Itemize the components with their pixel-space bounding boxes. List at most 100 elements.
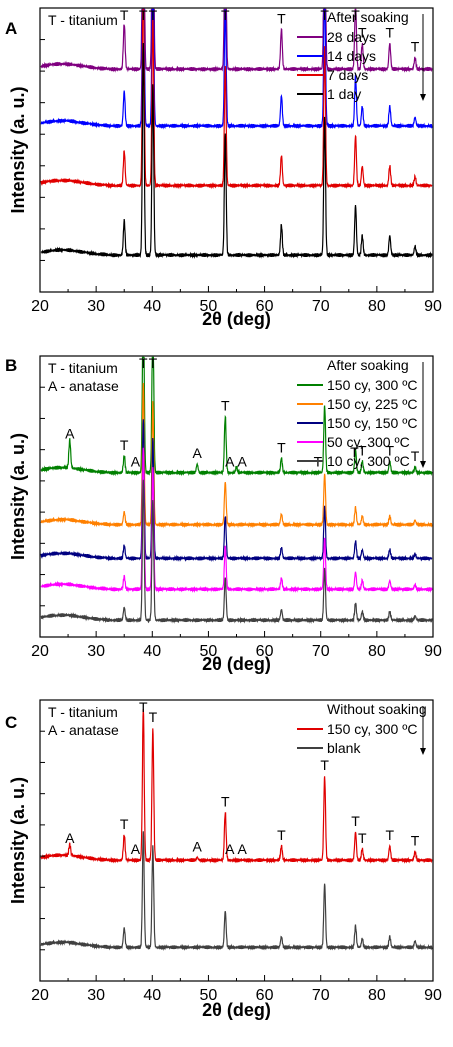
peak-label: T — [277, 10, 286, 26]
y-axis-title: Intensity (a. u.) — [8, 777, 28, 904]
peak-label: T — [120, 816, 129, 832]
legend-entry: 150 cy, 150 ºC — [327, 415, 417, 431]
peak-label: T — [351, 7, 360, 23]
peak-label: T — [411, 833, 420, 849]
x-tick-label: 80 — [368, 643, 386, 660]
x-tick-label: 30 — [87, 987, 105, 1004]
x-tick-label: 60 — [256, 298, 274, 315]
peak-label: T — [277, 827, 286, 843]
peak-label: A — [131, 454, 141, 470]
panel-letter: B — [5, 356, 17, 375]
legend-note: A - anatase — [48, 722, 119, 738]
legend-note: A - anatase — [48, 378, 119, 394]
peak-label: T — [149, 7, 158, 23]
x-tick-label: 80 — [368, 987, 386, 1004]
peak-label: T — [221, 7, 230, 23]
x-tick-label: 50 — [200, 987, 218, 1004]
legend-entry: 50 cy, 300 ºC — [327, 434, 410, 450]
series-line — [40, 479, 433, 624]
y-axis-title: Intensity (a. u.) — [8, 86, 28, 213]
peak-label: T — [139, 699, 148, 715]
peak-label: T — [411, 39, 420, 55]
peak-label: T — [385, 25, 394, 41]
legend-entry: blank — [327, 740, 361, 756]
x-tick-label: 90 — [424, 643, 442, 660]
series-line — [40, 709, 433, 864]
peak-label: T — [277, 440, 286, 456]
series-line — [40, 447, 433, 594]
legend-title: After soaking — [327, 357, 409, 373]
peak-label: T — [385, 442, 394, 458]
peak-label: A — [65, 830, 75, 846]
peak-label: A — [237, 454, 247, 470]
peak-label: T — [320, 7, 329, 23]
peak-label: T — [139, 7, 148, 23]
peak-label: T — [120, 7, 129, 23]
legend-note: T - titanium — [48, 12, 118, 28]
x-tick-label: 20 — [31, 298, 49, 315]
x-tick-label: 30 — [87, 298, 105, 315]
peak-label: A — [193, 838, 203, 854]
series-line — [40, 831, 433, 952]
legend-arrow-head — [420, 748, 426, 755]
panel-b: BATATTATAATTTTTT20304050607080902θ (deg)… — [5, 355, 442, 674]
peak-label: A — [65, 426, 75, 442]
peak-label: T — [149, 709, 158, 725]
x-tick-label: 60 — [256, 987, 274, 1004]
peak-label: T — [221, 397, 230, 413]
legend-entry: 150 cy, 300 ºC — [327, 377, 417, 393]
series-line — [40, 42, 433, 259]
legend-entry: 150 cy, 300 ºC — [327, 721, 417, 737]
legend-entry: 150 cy, 225 ºC — [327, 396, 417, 412]
x-tick-label: 70 — [312, 987, 330, 1004]
peak-label: A — [225, 454, 235, 470]
x-tick-label: 40 — [143, 298, 161, 315]
series-line — [40, 419, 433, 563]
peak-label: A — [237, 841, 247, 857]
x-tick-label: 60 — [256, 643, 274, 660]
peak-label: T — [358, 442, 367, 458]
legend-title: After soaking — [327, 9, 409, 25]
x-tick-label: 40 — [143, 987, 161, 1004]
peak-label: T — [139, 355, 148, 371]
peak-label: T — [358, 830, 367, 846]
peak-label: A — [193, 445, 203, 461]
x-tick-label: 90 — [424, 987, 442, 1004]
x-tick-label: 70 — [312, 643, 330, 660]
series-line — [40, 8, 433, 190]
x-tick-label: 40 — [143, 643, 161, 660]
panel-letter: A — [5, 19, 17, 38]
peak-label: A — [131, 841, 141, 857]
x-tick-label: 20 — [31, 987, 49, 1004]
legend-title: Without soaking — [327, 701, 427, 717]
peak-label: T — [358, 25, 367, 41]
peak-label: T — [120, 437, 129, 453]
panel-letter: C — [5, 713, 17, 732]
peak-label: T — [350, 444, 359, 460]
peak-label: T — [385, 827, 394, 843]
x-tick-label: 80 — [368, 298, 386, 315]
peak-label: T — [149, 355, 158, 371]
x-tick-label: 20 — [31, 643, 49, 660]
series-line — [40, 356, 433, 477]
legend-arrow-head — [420, 461, 426, 468]
peak-label: T — [351, 813, 360, 829]
x-tick-label: 50 — [200, 298, 218, 315]
x-axis-title: 2θ (deg) — [202, 1000, 271, 1020]
y-axis-title: Intensity (a. u.) — [8, 433, 28, 560]
x-axis-title: 2θ (deg) — [202, 309, 271, 329]
legend-entry: 7 days — [327, 67, 368, 83]
x-tick-label: 90 — [424, 298, 442, 315]
x-axis-title: 2θ (deg) — [202, 654, 271, 674]
legend-entry: 28 days — [327, 29, 376, 45]
peak-label: T — [221, 793, 230, 809]
series-line — [40, 8, 433, 73]
peak-label: T — [411, 448, 420, 464]
legend-note: T - titanium — [48, 360, 118, 376]
legend-entry: 10 cy, 300 ºC — [327, 453, 410, 469]
legend-entry: 1 day — [327, 86, 361, 102]
x-tick-label: 70 — [312, 298, 330, 315]
series-line — [40, 8, 433, 130]
